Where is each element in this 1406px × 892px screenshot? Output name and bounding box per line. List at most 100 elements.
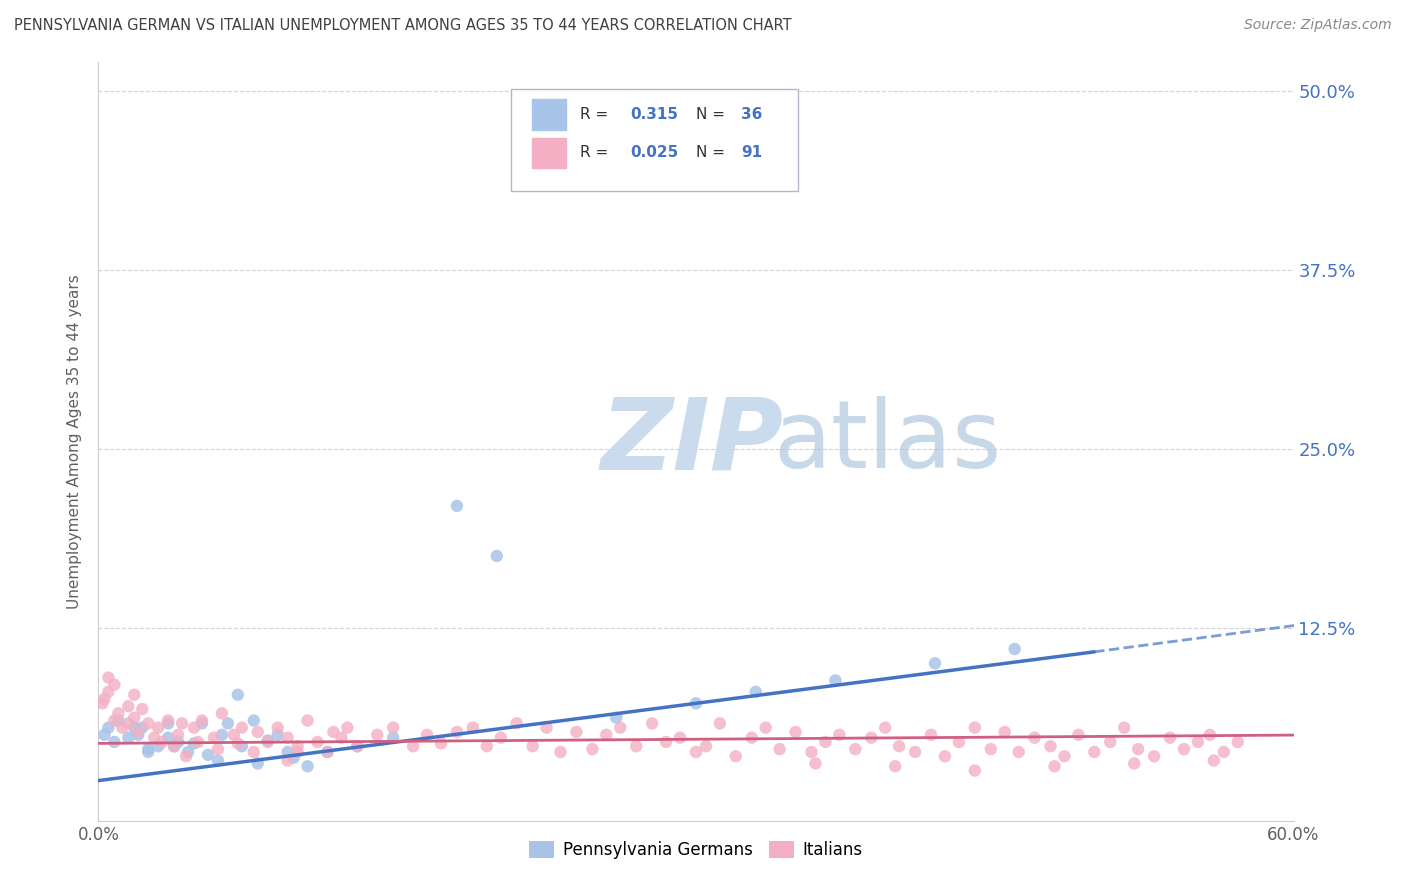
Point <box>287 739 309 754</box>
Text: 0.025: 0.025 <box>630 145 679 161</box>
Point <box>222 728 245 742</box>
Point <box>934 749 956 764</box>
Point <box>91 696 114 710</box>
Point <box>157 714 180 728</box>
Point <box>769 742 792 756</box>
Point <box>565 725 588 739</box>
Point <box>167 728 190 742</box>
Point <box>127 728 149 742</box>
Point <box>685 745 707 759</box>
Point <box>297 759 319 773</box>
Text: R =: R = <box>581 145 613 161</box>
Point <box>202 731 225 745</box>
Point <box>167 735 190 749</box>
Point <box>97 671 120 685</box>
Point <box>669 731 692 745</box>
Point <box>187 735 209 749</box>
Point <box>745 685 768 699</box>
Point <box>246 725 269 739</box>
Point <box>963 721 986 735</box>
Point <box>924 657 946 671</box>
Point <box>346 739 368 754</box>
Point <box>136 742 159 756</box>
Point <box>256 733 278 747</box>
Point <box>489 731 512 745</box>
Point <box>1226 735 1249 749</box>
Point <box>136 716 159 731</box>
Point <box>207 742 229 756</box>
Text: 91: 91 <box>741 145 762 161</box>
Point <box>1008 745 1031 759</box>
Bar <box>533 137 565 168</box>
Point <box>1212 745 1234 759</box>
Point <box>724 749 747 764</box>
Point <box>277 731 299 745</box>
Point <box>1067 728 1090 742</box>
Point <box>920 728 942 742</box>
Point <box>1173 742 1195 756</box>
Point <box>183 721 205 735</box>
Point <box>475 739 498 754</box>
Point <box>131 721 153 735</box>
Point <box>785 725 807 739</box>
Point <box>307 735 329 749</box>
Point <box>330 731 353 745</box>
Point <box>231 739 253 754</box>
Point <box>1004 642 1026 657</box>
Point <box>741 731 763 745</box>
Point <box>243 745 266 759</box>
Point <box>1114 721 1136 735</box>
Point <box>93 692 115 706</box>
Point <box>1159 731 1181 745</box>
Point <box>148 739 170 754</box>
Point <box>124 688 146 702</box>
Point <box>207 754 229 768</box>
Point <box>93 728 115 742</box>
Point <box>124 711 146 725</box>
Point <box>382 721 405 735</box>
Point <box>980 742 1002 756</box>
Point <box>800 745 823 759</box>
Point <box>322 725 344 739</box>
Point <box>197 747 219 762</box>
Point <box>994 725 1017 739</box>
Point <box>157 731 180 745</box>
Point <box>595 728 617 742</box>
Point <box>875 721 897 735</box>
Point <box>655 735 678 749</box>
Point <box>430 736 453 750</box>
Bar <box>533 99 565 129</box>
Point <box>1199 728 1222 742</box>
Point <box>148 721 170 735</box>
Text: 36: 36 <box>741 107 763 122</box>
Point <box>346 739 368 754</box>
Point <box>277 745 299 759</box>
Point <box>1187 735 1209 749</box>
Point <box>709 716 731 731</box>
Point <box>107 706 129 721</box>
Point <box>117 731 139 745</box>
Point <box>287 745 309 759</box>
Point <box>256 735 278 749</box>
Point <box>97 685 120 699</box>
Point <box>103 678 125 692</box>
Point <box>461 721 484 735</box>
Point <box>1039 739 1062 754</box>
Point <box>695 739 717 754</box>
Point <box>117 699 139 714</box>
Point <box>127 725 149 739</box>
Point <box>150 735 173 749</box>
Point <box>316 745 339 759</box>
Point <box>231 721 253 735</box>
Point <box>1043 759 1066 773</box>
Point <box>183 736 205 750</box>
Point <box>211 728 233 742</box>
Point <box>103 714 125 728</box>
Point <box>581 742 603 756</box>
Text: Source: ZipAtlas.com: Source: ZipAtlas.com <box>1244 18 1392 32</box>
Point <box>828 728 851 742</box>
Point <box>297 714 319 728</box>
Point <box>1053 749 1076 764</box>
Text: PENNSYLVANIA GERMAN VS ITALIAN UNEMPLOYMENT AMONG AGES 35 TO 44 YEARS CORRELATIO: PENNSYLVANIA GERMAN VS ITALIAN UNEMPLOYM… <box>14 18 792 33</box>
Point <box>884 759 907 773</box>
